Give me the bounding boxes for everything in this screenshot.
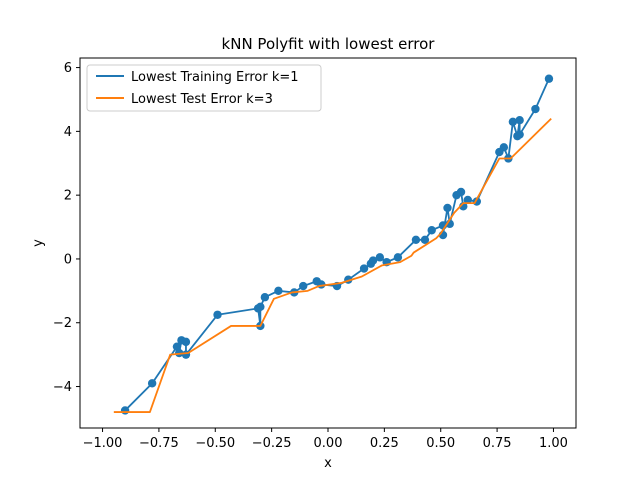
data-point <box>456 187 466 197</box>
legend-box <box>86 64 322 112</box>
y-tick-label: −2 <box>53 316 72 331</box>
chart-title: kNN Polyfit with lowest error <box>222 35 436 53</box>
data-point <box>375 253 385 262</box>
data-point <box>515 130 524 139</box>
data-point <box>499 143 509 152</box>
data-point <box>443 203 452 213</box>
data-point <box>359 264 369 273</box>
x-tick-label: 0.25 <box>370 436 399 451</box>
data-point <box>172 342 182 351</box>
legend: Lowest Training Error k=1 Lowest Test Er… <box>86 64 322 112</box>
data-point <box>463 195 472 205</box>
data-point <box>274 286 283 296</box>
x-tick-label: 0.50 <box>426 436 455 451</box>
y-tick-label: −4 <box>53 380 72 395</box>
data-point <box>420 235 430 245</box>
data-point <box>368 256 378 265</box>
data-point <box>427 226 436 235</box>
x-tick-label: 0.75 <box>483 436 512 451</box>
data-point <box>393 253 403 262</box>
x-axis: −1.00 −0.75 −0.50 −0.25 0.00 0.25 0.50 0.75 1.00 <box>83 428 568 451</box>
data-point <box>120 406 130 415</box>
data-point <box>256 302 265 311</box>
legend-label-training: Lowest Training Error k=1 <box>131 70 299 85</box>
data-point <box>213 310 222 319</box>
data-point <box>147 379 157 388</box>
data-point <box>531 104 540 114</box>
y-tick-label: 6 <box>64 61 72 76</box>
x-tick-label: −0.50 <box>195 436 235 451</box>
data-point <box>411 235 421 245</box>
x-axis-label: x <box>324 456 332 471</box>
series-line-1 <box>113 117 552 413</box>
y-tick-label: 0 <box>64 252 72 267</box>
legend-label-test: Lowest Test Error k=3 <box>131 92 273 107</box>
y-tick-label: 4 <box>64 125 72 140</box>
data-point <box>515 116 524 125</box>
y-axis: −4 −2 0 2 4 6 <box>53 61 80 395</box>
data-point <box>508 117 518 126</box>
x-tick-label: −0.75 <box>139 436 179 451</box>
x-tick-label: 1.00 <box>539 436 568 451</box>
x-tick-label: 0.00 <box>314 436 343 451</box>
x-tick-label: −0.25 <box>252 436 292 451</box>
x-tick-label: −1.00 <box>83 436 123 451</box>
data-point <box>181 337 191 347</box>
data-point <box>299 281 308 291</box>
y-axis-label: y <box>31 239 46 247</box>
y-tick-label: 2 <box>64 189 72 204</box>
data-point <box>260 293 270 302</box>
plot-area <box>113 74 554 415</box>
data-point <box>544 74 554 83</box>
